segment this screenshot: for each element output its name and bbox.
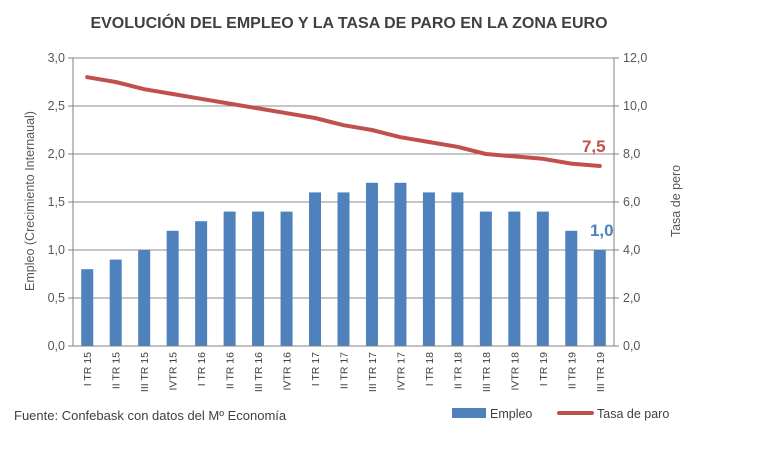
x-tick-label: II TR 18 — [452, 352, 464, 389]
bar — [81, 269, 94, 346]
bar — [309, 192, 322, 346]
y-axis-label: Empleo (Crecimiento Internaual) — [23, 111, 37, 291]
bar — [337, 192, 350, 346]
x-tick-label: I TR 16 — [196, 352, 208, 386]
bar — [252, 211, 265, 346]
x-tick-label: II TR 17 — [339, 352, 351, 389]
x-tick-label: III TR 16 — [253, 352, 265, 392]
bar — [138, 250, 151, 346]
bar — [479, 211, 492, 346]
bar — [394, 182, 407, 346]
bar — [508, 211, 521, 346]
x-tick-label: III TR 19 — [595, 352, 607, 392]
x-tick-label: II TR 16 — [225, 352, 237, 389]
legend-label-empleo: Empleo — [490, 407, 532, 421]
right-axis-ticks: 0,0 2,0 4,0 6,0 8,0 10,0 12,0 — [614, 51, 647, 353]
bar — [280, 211, 293, 346]
bar — [223, 211, 236, 346]
x-tick-label: I TR 15 — [82, 352, 94, 386]
y-tick-label: 1,0 — [48, 243, 65, 257]
y2-tick-label: 10,0 — [623, 99, 647, 113]
x-tick-label: I TR 18 — [424, 352, 436, 386]
left-axis-ticks: 0,0 0,5 1,0 1,5 2,0 2,5 3,0 — [48, 51, 73, 353]
bar — [195, 221, 208, 346]
bar — [593, 250, 606, 346]
bar — [166, 230, 179, 346]
line-series-tasa-de-paro — [85, 75, 602, 168]
y2-tick-label: 6,0 — [623, 195, 640, 209]
bar-series-empleo — [81, 182, 606, 346]
x-tick-label: I TR 17 — [310, 352, 322, 386]
y-tick-label: 0,5 — [48, 291, 65, 305]
bar — [109, 259, 122, 346]
source-note: Fuente: Confebask con datos del Mº Econo… — [14, 408, 287, 423]
bar — [365, 182, 378, 346]
x-tick-label: I TR 19 — [538, 352, 550, 386]
x-tick-label: III TR 18 — [481, 352, 493, 392]
bar — [422, 192, 435, 346]
y2-tick-label: 4,0 — [623, 243, 640, 257]
y-tick-label: 1,5 — [48, 195, 65, 209]
y2-tick-label: 0,0 — [623, 339, 640, 353]
annotations: 7,5 1,0 — [582, 137, 614, 240]
bar — [536, 211, 549, 346]
legend-swatch-empleo — [452, 408, 486, 418]
line-path — [85, 75, 602, 168]
x-axis-ticks: I TR 15 II TR 15 III TR 15 IVTR 15 I TR 16 II… — [82, 352, 607, 392]
y2-axis-label: Tasa de pero — [669, 165, 683, 237]
bar — [565, 230, 578, 346]
y-tick-label: 2,0 — [48, 147, 65, 161]
x-tick-label: IVTR 16 — [282, 352, 294, 391]
x-tick-label: IVTR 17 — [395, 352, 407, 391]
y2-tick-label: 2,0 — [623, 291, 640, 305]
chart-title: EVOLUCIÓN DEL EMPLEO Y LA TASA DE PARO E… — [90, 13, 607, 32]
y2-tick-label: 12,0 — [623, 51, 647, 65]
legend-label-tasa-de-paro: Tasa de paro — [597, 407, 669, 421]
x-tick-label: III TR 17 — [367, 352, 379, 392]
x-tick-label: IVTR 18 — [509, 352, 521, 391]
x-tick-label: II TR 15 — [111, 352, 123, 389]
legend: Empleo Tasa de paro — [452, 407, 669, 421]
x-tick-label: IVTR 15 — [168, 352, 180, 391]
y-tick-label: 2,5 — [48, 99, 65, 113]
annotation-empleo: 1,0 — [590, 221, 614, 240]
bar — [451, 192, 464, 346]
y-tick-label: 0,0 — [48, 339, 65, 353]
y2-tick-label: 8,0 — [623, 147, 640, 161]
x-tick-label: III TR 15 — [139, 352, 151, 392]
y-tick-label: 3,0 — [48, 51, 65, 65]
annotation-tasa-de-paro: 7,5 — [582, 137, 606, 156]
x-tick-label: II TR 19 — [566, 352, 578, 389]
